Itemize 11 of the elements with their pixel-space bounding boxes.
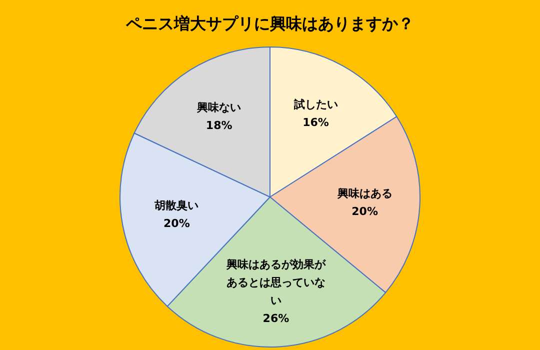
chart-title: ペニス増大サプリに興味はありますか？ bbox=[125, 14, 414, 33]
slice-label: 興味はある bbox=[336, 186, 392, 200]
slice-label: 胡散臭い bbox=[154, 198, 199, 212]
slice-label: 興味はあるが効果があるとは思っていない bbox=[225, 258, 326, 307]
data-label: 26% bbox=[262, 312, 290, 325]
slice-label: 興味ない bbox=[196, 100, 242, 114]
data-label: 20% bbox=[164, 216, 190, 230]
data-label: 20% bbox=[352, 204, 378, 218]
data-label: 16% bbox=[302, 116, 329, 129]
slice-label: 試したい bbox=[292, 98, 338, 111]
data-label: 18% bbox=[206, 118, 232, 132]
